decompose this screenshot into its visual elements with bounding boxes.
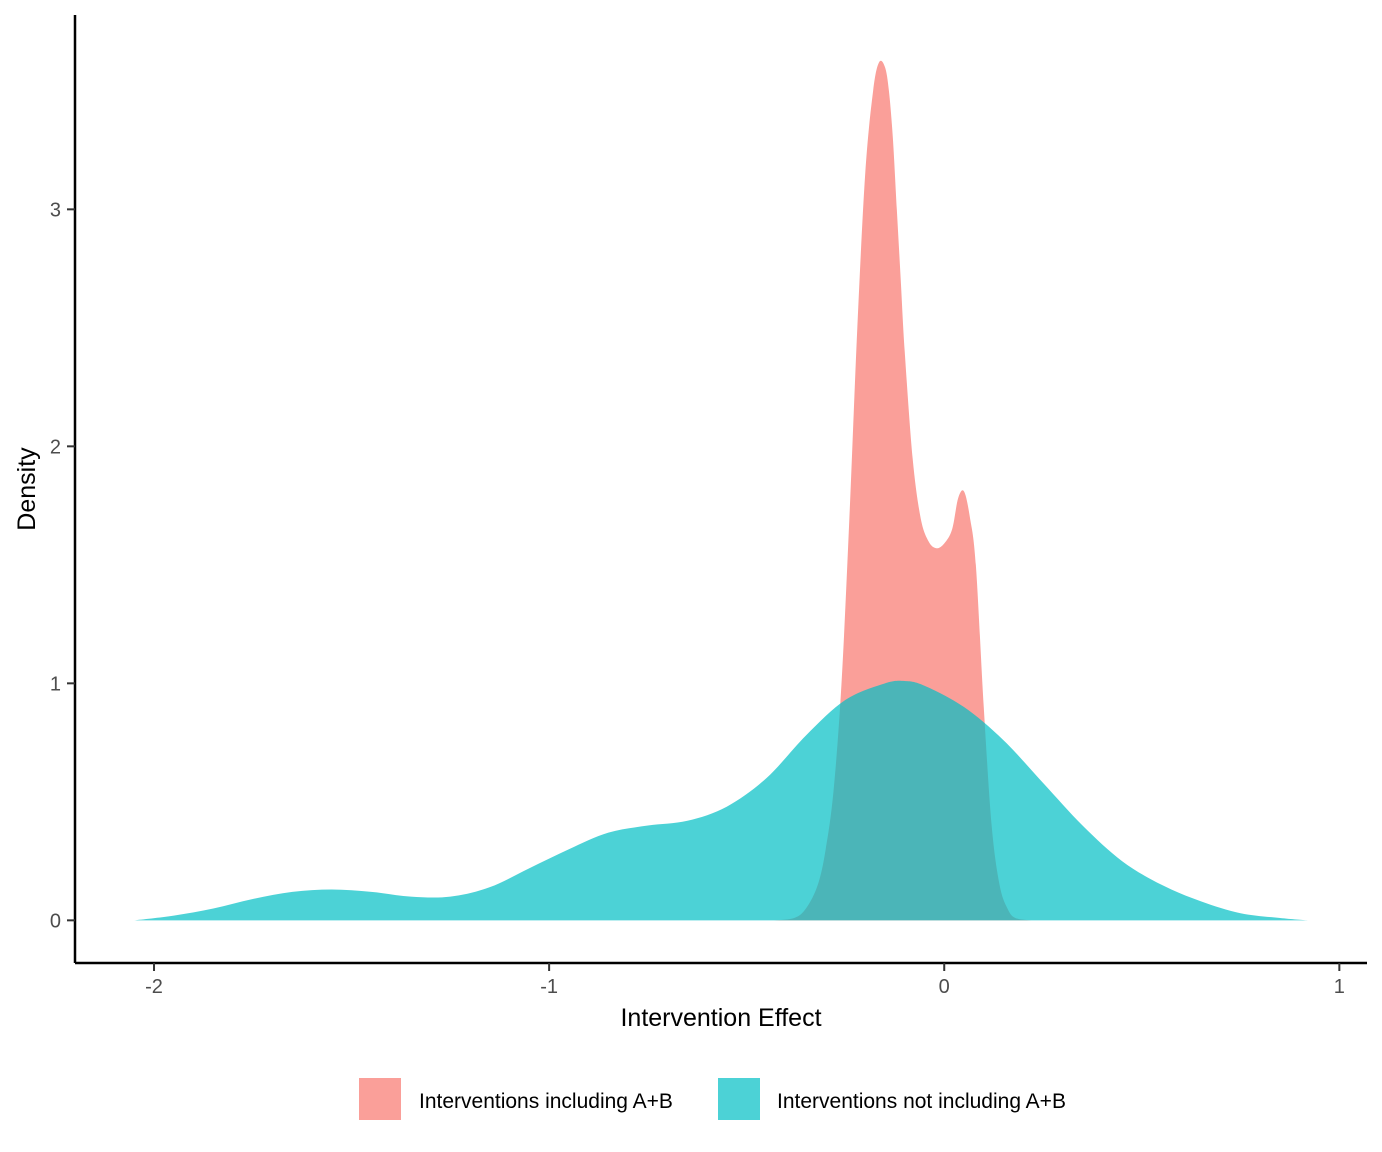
axes: -2 -1 0 1 0 1 2 3 [50, 15, 1367, 998]
x-tick-label: 1 [1334, 976, 1345, 998]
x-tick-label: -1 [540, 976, 558, 998]
y-tick-label: 2 [50, 436, 61, 458]
x-tick-label: -2 [145, 976, 163, 998]
legend-swatch-not-including [718, 1078, 760, 1120]
legend-label-including: Interventions including A+B [419, 1090, 673, 1113]
legend-label-not-including: Interventions not including A+B [777, 1090, 1066, 1113]
x-axis-title: Intervention Effect [620, 1004, 821, 1032]
y-tick-label: 1 [50, 673, 61, 695]
x-ticks: -2 -1 0 1 [145, 963, 1345, 998]
y-tick-label: 3 [50, 199, 61, 221]
y-tick-label: 0 [50, 910, 61, 932]
x-tick-label: 0 [939, 976, 950, 998]
legend-swatch-including [359, 1078, 401, 1120]
density-area-including [774, 60, 1032, 921]
y-ticks: 0 1 2 3 [50, 199, 75, 932]
legend: Interventions including A+B Intervention… [359, 1078, 1066, 1120]
plot-area [134, 60, 1308, 921]
y-axis-title: Density [13, 447, 41, 531]
density-area-not-including [134, 680, 1308, 921]
